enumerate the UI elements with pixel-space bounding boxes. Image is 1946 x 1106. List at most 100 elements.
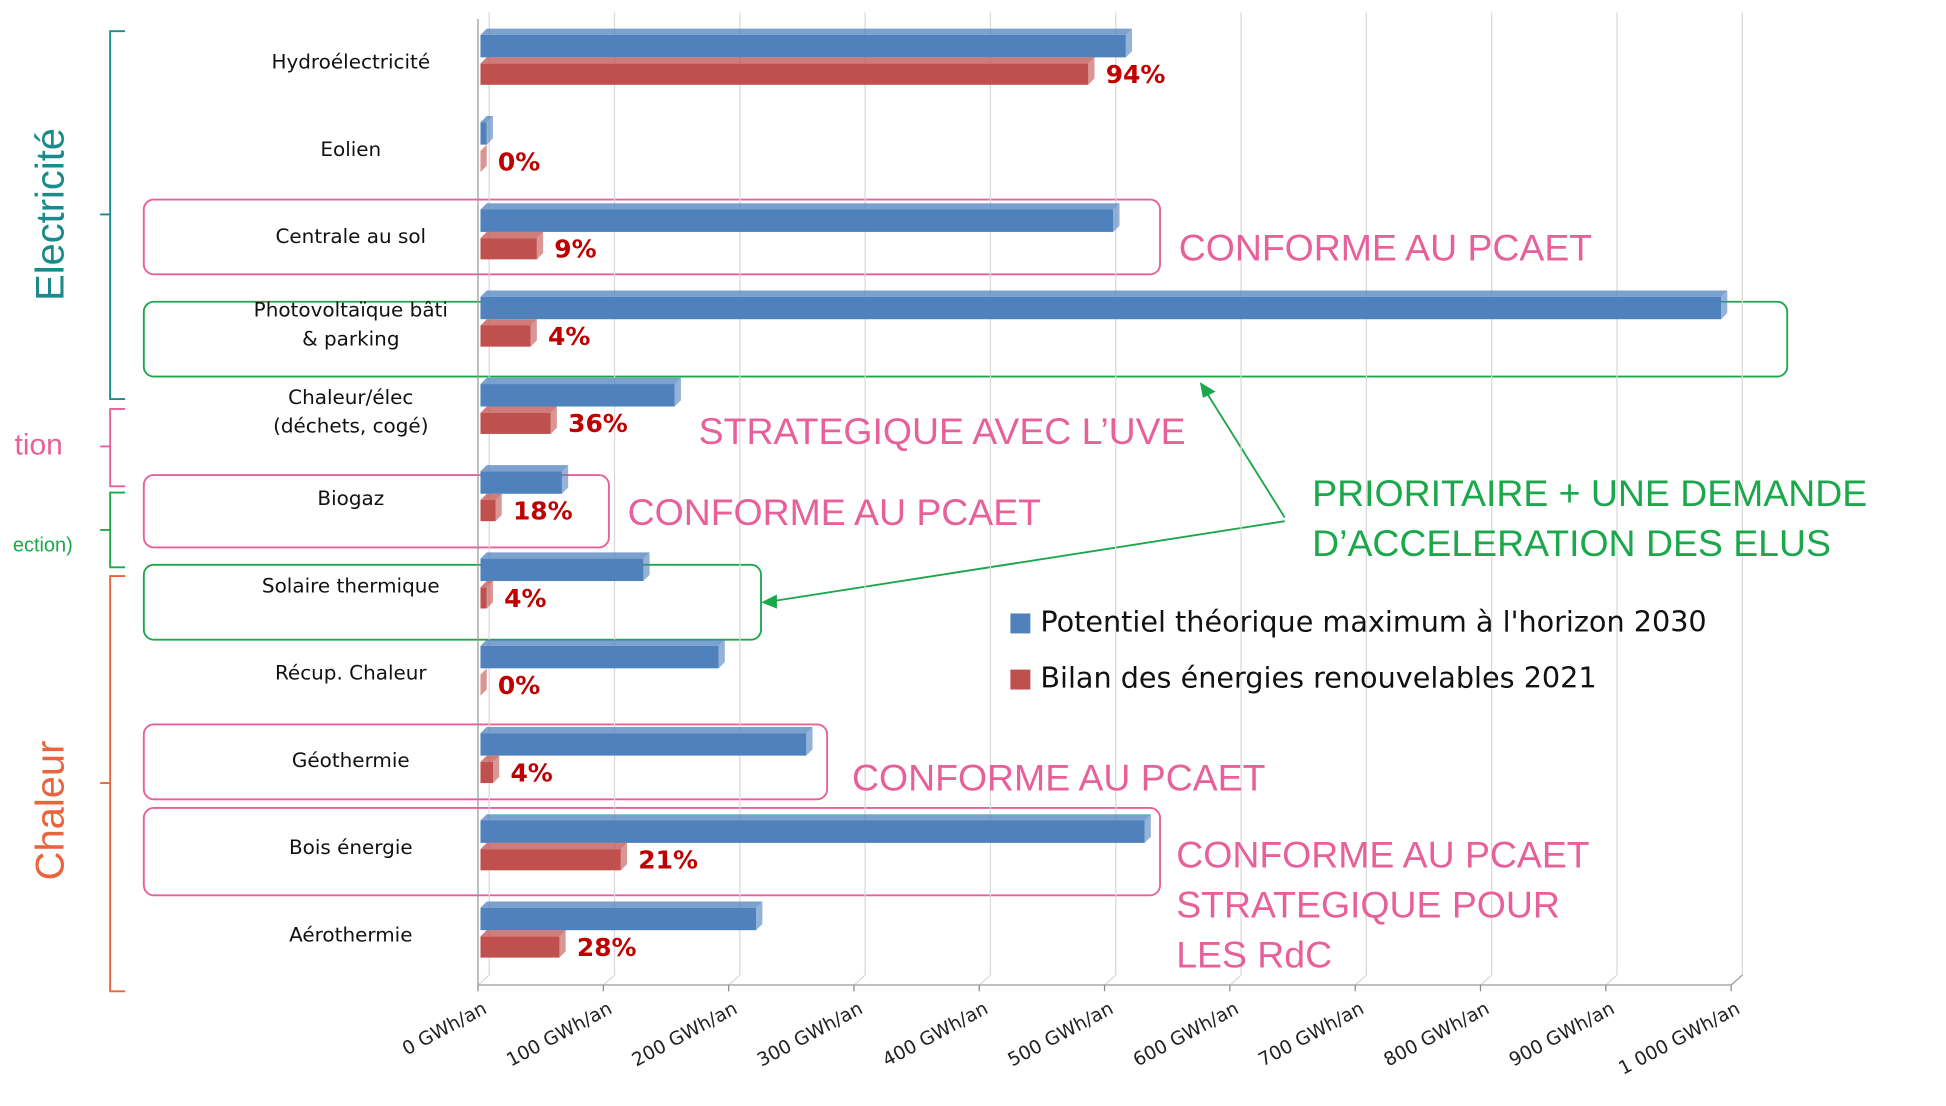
- category-label: Chaleur/élec (déchets, cogé): [250, 374, 452, 449]
- category-label-box: Centrale au sol: [250, 200, 452, 275]
- annotation: CONFORME AU PCAET: [628, 491, 1041, 533]
- x-tick-label: 600 GWh/an: [1130, 998, 1242, 1071]
- group-label: Chaleur: [28, 741, 72, 881]
- category-label: Biogaz: [250, 461, 452, 536]
- x-tick-label: 500 GWh/an: [1005, 998, 1117, 1071]
- percent-label: 0%: [498, 147, 540, 176]
- category-label: Photovoltaïque bâti & parking: [250, 287, 452, 362]
- group-brackets: [100, 31, 125, 991]
- bar-top: [480, 902, 762, 908]
- percent-label: 21%: [638, 846, 698, 875]
- bar-top: [480, 57, 1094, 63]
- category-label: Géothermie: [250, 723, 452, 798]
- category-label: Solaire thermique: [250, 549, 452, 624]
- bar-side: [480, 145, 486, 172]
- category-label: Eolien: [250, 112, 452, 187]
- percent-label: 9%: [554, 235, 596, 264]
- category-label: Centrale au sol: [250, 200, 452, 275]
- bar-front: [480, 238, 536, 259]
- bar-top: [480, 406, 556, 412]
- category-label-box: Géothermie: [250, 723, 452, 798]
- percent-label: 4%: [548, 322, 590, 351]
- bar-front: [480, 471, 561, 493]
- x-tick-label: 200 GWh/an: [629, 998, 741, 1071]
- legend-label: Bilan des énergies renouvelables 2021: [1040, 661, 1596, 695]
- bar-front: [480, 908, 756, 930]
- annotation: CONFORME AU PCAET: [1179, 227, 1592, 269]
- category-label-box: Photovoltaïque bâti & parking: [250, 287, 452, 362]
- category-label: Bois énergie: [250, 810, 452, 885]
- bar-top: [480, 232, 543, 238]
- category-label-box: Récup. Chaleur: [250, 636, 452, 711]
- category-label: Hydroélectricité: [250, 25, 452, 100]
- annotation: PRIORITAIRE + UNE DEMANDE: [1312, 472, 1867, 514]
- bar-front: [480, 500, 495, 521]
- x-tick-label: 700 GWh/an: [1255, 998, 1367, 1071]
- bar-front: [480, 122, 486, 144]
- bar-top: [480, 29, 1132, 35]
- percent-label: 4%: [510, 758, 552, 787]
- bar: [480, 203, 1119, 232]
- category-label-box: Solaire thermique: [250, 549, 452, 624]
- bar: [480, 756, 499, 783]
- bar-top: [480, 640, 724, 646]
- bar-top: [480, 843, 627, 849]
- x-tick-label: 300 GWh/an: [754, 998, 866, 1071]
- bar-top: [480, 727, 812, 733]
- group-label: tion: [15, 428, 63, 461]
- percent-label: 0%: [498, 671, 540, 700]
- bar: [480, 727, 812, 756]
- bar-front: [480, 413, 550, 434]
- bar: [480, 232, 543, 259]
- annotation: LES RdC: [1176, 933, 1332, 975]
- category-label-box: Chaleur/élec (déchets, cogé): [250, 374, 452, 449]
- bar-top: [480, 465, 568, 471]
- bar-front: [480, 325, 530, 346]
- percent-label: 18%: [513, 496, 573, 525]
- bar: [480, 378, 680, 407]
- bar-top: [480, 319, 536, 325]
- bar: [480, 145, 486, 172]
- bar: [480, 291, 1727, 320]
- bar: [480, 843, 627, 870]
- category-label-box: Eolien: [250, 112, 452, 187]
- bar: [480, 930, 565, 957]
- bar-front: [480, 384, 674, 406]
- annotation: STRATEGIQUE POUR: [1176, 884, 1560, 926]
- x-tick-label: 800 GWh/an: [1381, 998, 1493, 1071]
- percent-label: 36%: [568, 409, 628, 438]
- bar-top: [480, 378, 680, 384]
- bar-front: [480, 559, 643, 581]
- bar-front: [480, 733, 806, 755]
- bar-front: [480, 587, 486, 608]
- bar: [480, 494, 501, 521]
- annotation: STRATEGIQUE AVEC L’UVE: [699, 410, 1186, 452]
- bar-front: [480, 762, 493, 783]
- percent-label: 28%: [577, 933, 637, 962]
- bar-top: [480, 930, 565, 936]
- bar: [480, 57, 1094, 84]
- legend-label: Potentiel théorique maximum à l'horizon …: [1040, 604, 1706, 638]
- bar: [480, 116, 493, 145]
- x-tick-label: 0 GWh/an: [399, 998, 490, 1060]
- x-tick-label: 1 000 GWh/an: [1615, 998, 1743, 1079]
- bar: [480, 319, 536, 346]
- x-tick-label: 900 GWh/an: [1506, 998, 1618, 1071]
- bar-front: [480, 849, 620, 870]
- bar-top: [480, 552, 649, 558]
- bar-top: [480, 291, 1727, 297]
- bar: [480, 668, 486, 695]
- category-label-box: Hydroélectricité: [250, 25, 452, 100]
- annotation: CONFORME AU PCAET: [852, 756, 1265, 798]
- group-label: ection): [13, 534, 73, 556]
- category-label: Récup. Chaleur: [250, 636, 452, 711]
- group-label: Electricité: [28, 128, 72, 301]
- bar: [480, 640, 724, 669]
- x-tick-label: 100 GWh/an: [503, 998, 615, 1071]
- bar-front: [480, 297, 1721, 319]
- page: {"chart_data": { "type": "bar", "orienta…: [0, 0, 1946, 1106]
- category-label: Aérothermie: [250, 898, 452, 973]
- bar-top: [480, 203, 1119, 209]
- x-tick-label: 400 GWh/an: [879, 998, 991, 1071]
- chart: 0 GWh/an100 GWh/an200 GWh/an300 GWh/an40…: [0, 0, 1946, 1106]
